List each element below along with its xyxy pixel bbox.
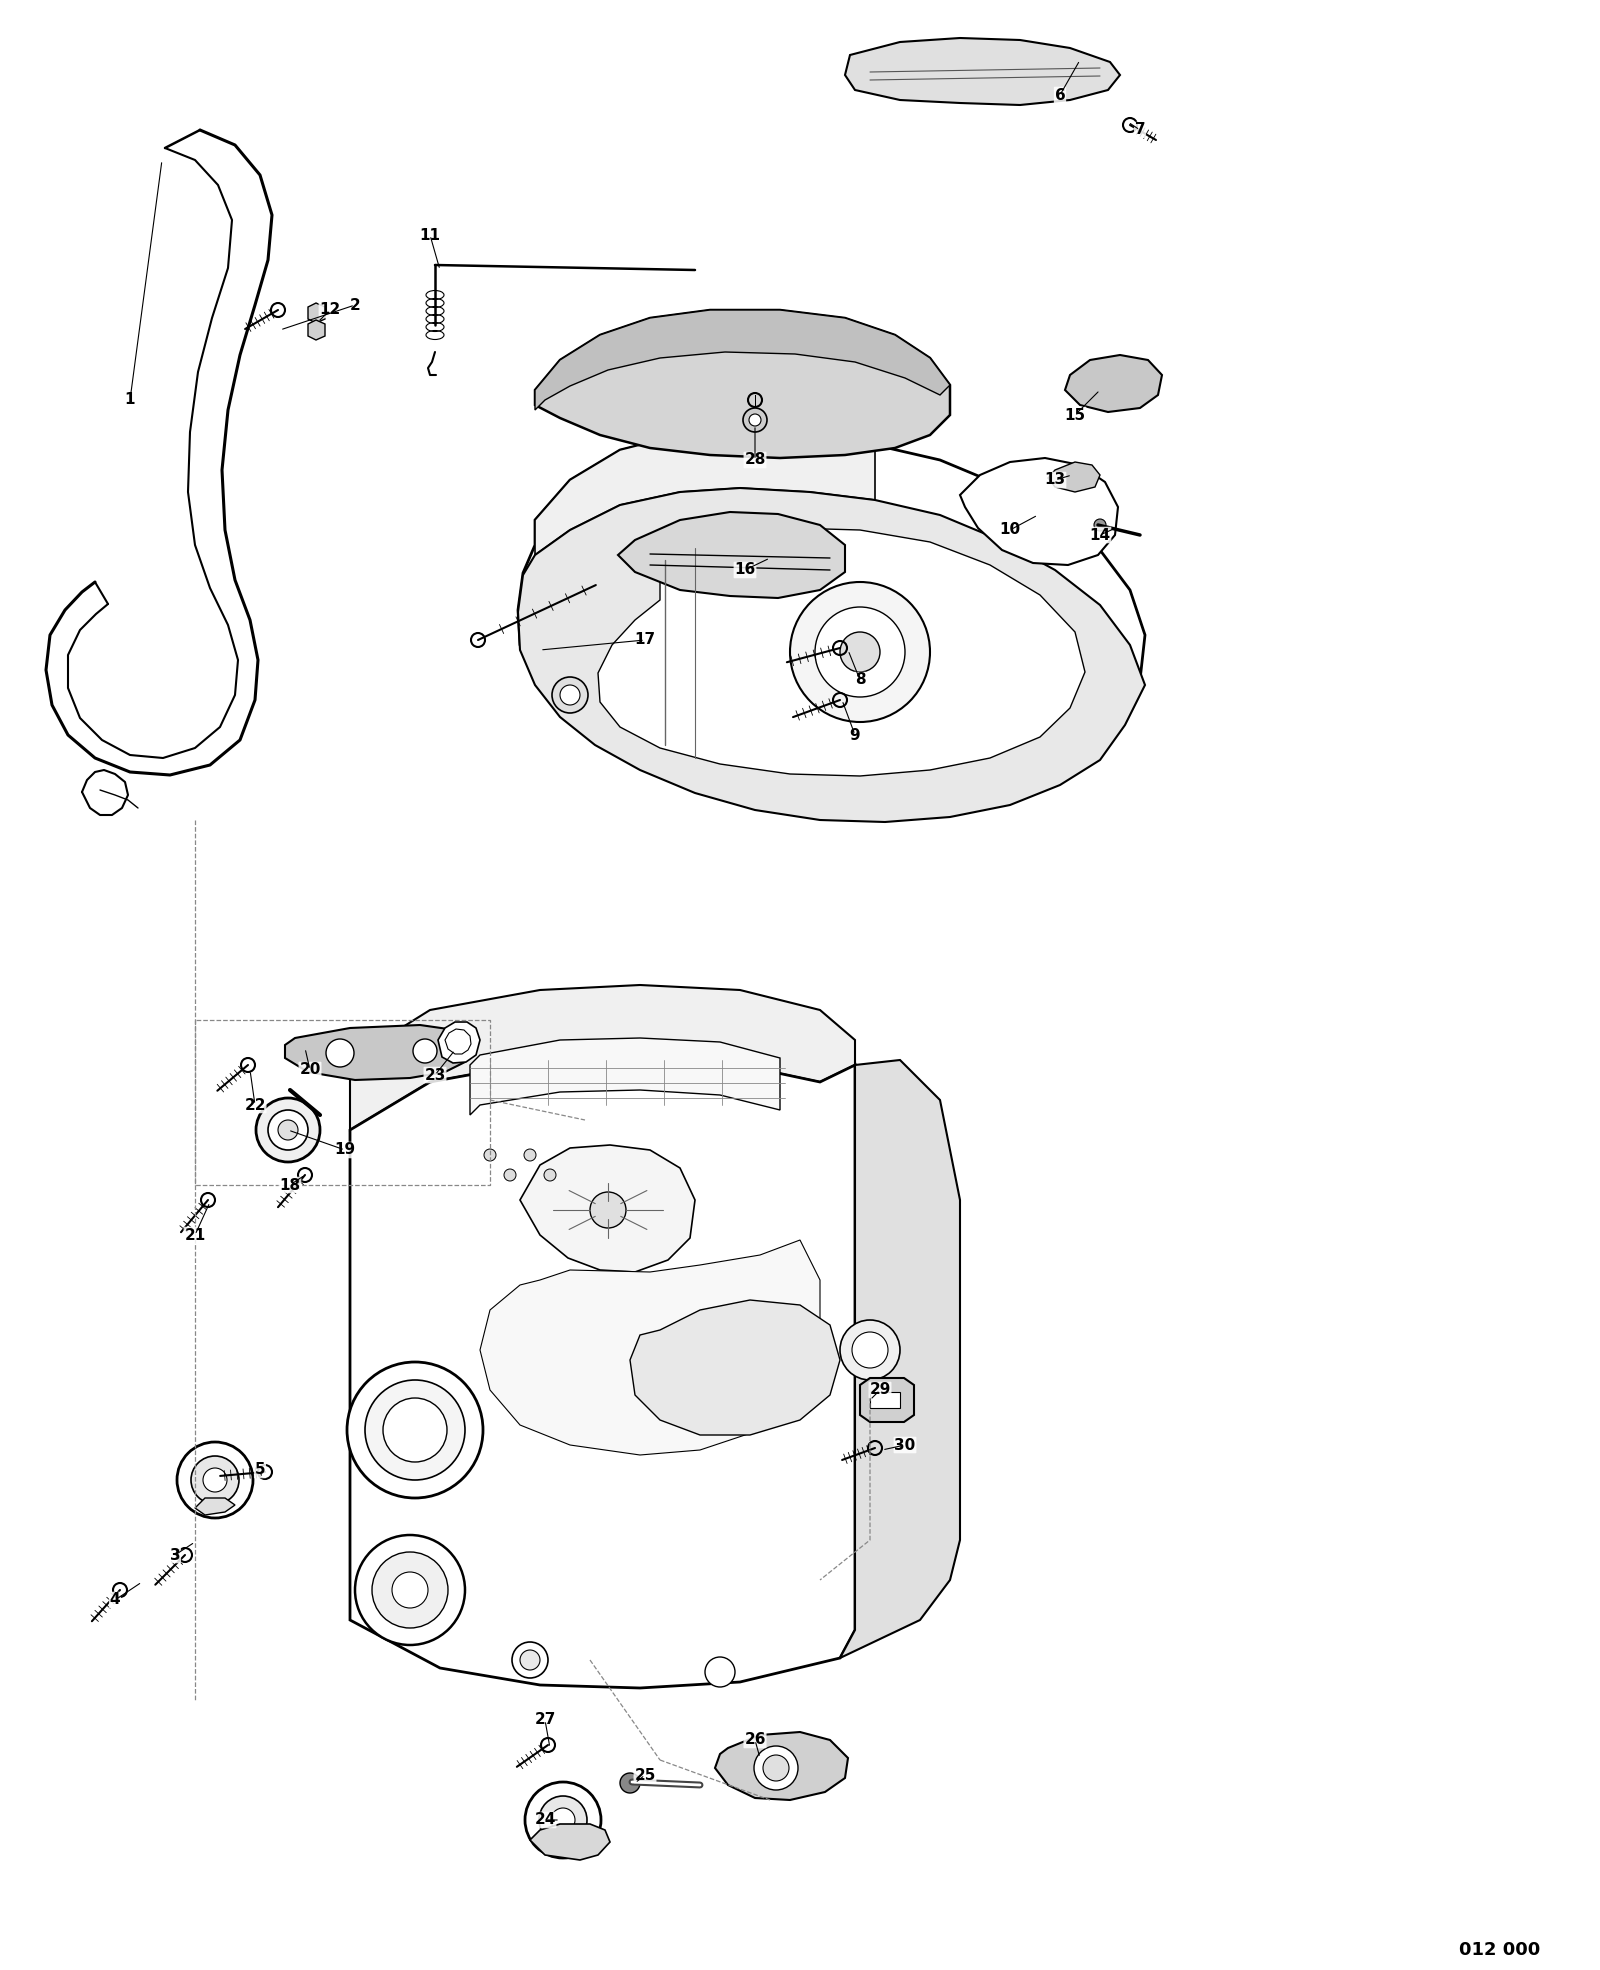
- Circle shape: [1094, 518, 1106, 532]
- Circle shape: [365, 1381, 466, 1479]
- Polygon shape: [870, 1393, 899, 1409]
- Polygon shape: [1066, 355, 1162, 412]
- Circle shape: [504, 1168, 515, 1180]
- Circle shape: [544, 1168, 557, 1180]
- Circle shape: [483, 1149, 496, 1160]
- Polygon shape: [618, 512, 845, 599]
- Polygon shape: [445, 1028, 470, 1054]
- Circle shape: [178, 1442, 253, 1519]
- Circle shape: [392, 1572, 429, 1608]
- Text: 29: 29: [869, 1383, 891, 1397]
- Text: 17: 17: [635, 632, 656, 648]
- Circle shape: [347, 1361, 483, 1497]
- Text: 20: 20: [299, 1062, 320, 1078]
- Circle shape: [621, 1773, 640, 1793]
- Polygon shape: [861, 1377, 914, 1422]
- Circle shape: [371, 1552, 448, 1627]
- Polygon shape: [530, 1824, 610, 1860]
- Polygon shape: [520, 1145, 694, 1273]
- Text: 16: 16: [734, 563, 755, 577]
- Polygon shape: [195, 1497, 235, 1515]
- Circle shape: [190, 1456, 238, 1503]
- Circle shape: [749, 414, 762, 426]
- Circle shape: [742, 408, 766, 431]
- Polygon shape: [534, 309, 950, 410]
- Polygon shape: [518, 429, 1146, 818]
- Circle shape: [269, 1109, 307, 1150]
- Circle shape: [840, 632, 880, 672]
- Circle shape: [552, 678, 589, 713]
- Polygon shape: [960, 457, 1118, 565]
- Polygon shape: [307, 303, 325, 323]
- Circle shape: [512, 1643, 547, 1678]
- Circle shape: [539, 1797, 587, 1844]
- Text: 26: 26: [744, 1732, 766, 1747]
- Text: 4: 4: [110, 1592, 120, 1608]
- Text: 2: 2: [350, 297, 360, 313]
- Text: 012 000: 012 000: [1459, 1940, 1541, 1958]
- Polygon shape: [840, 1060, 960, 1659]
- Circle shape: [590, 1192, 626, 1227]
- Circle shape: [560, 686, 579, 705]
- Polygon shape: [470, 1038, 781, 1115]
- Circle shape: [326, 1038, 354, 1068]
- Polygon shape: [715, 1732, 848, 1801]
- Polygon shape: [285, 1024, 470, 1080]
- Circle shape: [790, 581, 930, 721]
- Circle shape: [754, 1745, 798, 1791]
- Polygon shape: [350, 985, 854, 1131]
- Circle shape: [706, 1657, 734, 1686]
- Circle shape: [382, 1399, 446, 1462]
- Circle shape: [840, 1320, 899, 1381]
- Circle shape: [550, 1808, 574, 1832]
- Polygon shape: [598, 528, 1085, 776]
- Polygon shape: [534, 429, 875, 556]
- Polygon shape: [518, 489, 1146, 821]
- Text: 10: 10: [1000, 522, 1021, 538]
- Text: 27: 27: [534, 1712, 555, 1728]
- Text: 3: 3: [170, 1548, 181, 1562]
- Text: 14: 14: [1090, 528, 1110, 542]
- Text: 19: 19: [334, 1143, 355, 1158]
- Text: 24: 24: [534, 1812, 555, 1828]
- Circle shape: [520, 1651, 541, 1671]
- Circle shape: [355, 1535, 466, 1645]
- Text: 18: 18: [280, 1178, 301, 1192]
- Circle shape: [525, 1783, 602, 1858]
- Circle shape: [278, 1121, 298, 1141]
- Text: 23: 23: [424, 1068, 446, 1082]
- Text: 12: 12: [320, 303, 341, 317]
- Text: 13: 13: [1045, 473, 1066, 487]
- Polygon shape: [480, 1239, 819, 1456]
- Circle shape: [525, 1149, 536, 1160]
- Circle shape: [256, 1097, 320, 1162]
- Polygon shape: [307, 319, 325, 341]
- Text: 25: 25: [634, 1767, 656, 1783]
- Circle shape: [851, 1332, 888, 1367]
- Circle shape: [413, 1038, 437, 1064]
- Text: 21: 21: [184, 1227, 206, 1243]
- Polygon shape: [630, 1300, 840, 1434]
- Text: 6: 6: [1054, 87, 1066, 102]
- Circle shape: [814, 607, 906, 697]
- Circle shape: [763, 1755, 789, 1781]
- Circle shape: [203, 1468, 227, 1491]
- Text: 5: 5: [254, 1462, 266, 1478]
- Text: 30: 30: [894, 1438, 915, 1452]
- Polygon shape: [534, 309, 950, 457]
- Text: 15: 15: [1064, 408, 1085, 422]
- Text: 8: 8: [854, 672, 866, 688]
- Text: 7: 7: [1134, 122, 1146, 138]
- Text: 22: 22: [245, 1097, 266, 1113]
- Polygon shape: [350, 1058, 854, 1688]
- Polygon shape: [845, 37, 1120, 104]
- Polygon shape: [1048, 463, 1101, 492]
- Text: 11: 11: [419, 227, 440, 242]
- Text: 1: 1: [125, 392, 136, 408]
- Polygon shape: [438, 1022, 480, 1064]
- Text: 9: 9: [850, 727, 861, 743]
- Text: 28: 28: [744, 453, 766, 467]
